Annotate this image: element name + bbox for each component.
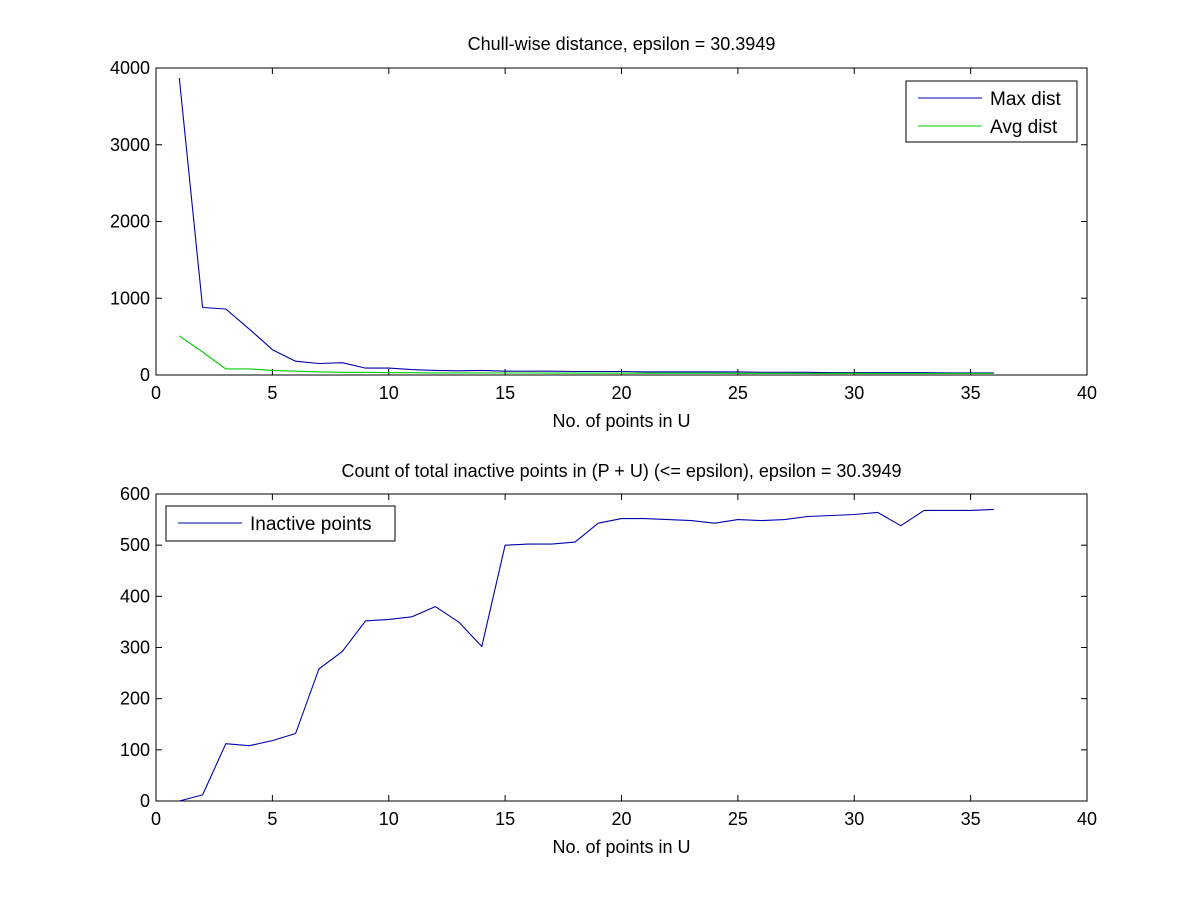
y-tick-label: 1000: [110, 288, 150, 308]
legend-box: [905, 80, 1078, 143]
legend-label: Max dist: [990, 89, 1061, 110]
y-tick-label: 500: [120, 535, 150, 555]
x-tick-label: 25: [728, 809, 748, 829]
y-tick-label: 600: [120, 484, 150, 504]
axes-1: Chull-wise distance, epsilon = 30.3949 0 5…: [110, 34, 1097, 431]
y-tick-label: 200: [120, 689, 150, 709]
y-tick-label: 300: [120, 638, 150, 658]
series-line-avg-dist: [178, 335, 994, 375]
y-tick-label: 4000: [110, 58, 150, 78]
x-tick-label: 10: [379, 809, 399, 829]
x-tick-label: 20: [611, 383, 631, 403]
x-tick-label: 40: [1077, 383, 1097, 403]
x-tick-label: 5: [267, 383, 277, 403]
y-tick-label: 100: [120, 740, 150, 760]
legend-label: Avg dist: [990, 117, 1058, 138]
x-tick-label: 0: [151, 383, 161, 403]
x-tick-label: 35: [961, 383, 981, 403]
chart-title: Chull-wise distance, epsilon = 30.3949: [468, 34, 776, 54]
y-tick-label: 2000: [110, 212, 150, 232]
series-line-max-dist: [178, 77, 994, 374]
x-tick-label: 15: [495, 809, 515, 829]
x-tick-label: 5: [267, 809, 277, 829]
series-line-inactive-points: [179, 508, 994, 802]
y-tick-label: 0: [140, 791, 150, 811]
x-tick-label: 15: [495, 383, 515, 403]
x-axis-label: No. of points in U: [552, 411, 690, 431]
y-tick-label: 3000: [110, 135, 150, 155]
plot-area: [155, 493, 1088, 802]
x-tick-label: 25: [728, 383, 748, 403]
x-tick-label: 35: [961, 809, 981, 829]
x-tick-label: 10: [379, 383, 399, 403]
legend: Max dist Avg dist: [905, 80, 1078, 143]
y-tick-label: 400: [120, 586, 150, 606]
x-axis-label: No. of points in U: [552, 837, 690, 857]
x-tick-label: 40: [1077, 809, 1097, 829]
axes-2: Count of total inactive points in (P + U…: [120, 461, 1097, 857]
x-tick-label: 0: [151, 809, 161, 829]
x-tick-label: 30: [844, 809, 864, 829]
y-tick-label: 0: [140, 365, 150, 385]
legend-label: Inactive points: [250, 514, 371, 535]
x-tick-label: 30: [844, 383, 864, 403]
x-tick-label: 20: [611, 809, 631, 829]
legend: Inactive points: [165, 505, 396, 542]
chart-title: Count of total inactive points in (P + U…: [341, 461, 901, 481]
